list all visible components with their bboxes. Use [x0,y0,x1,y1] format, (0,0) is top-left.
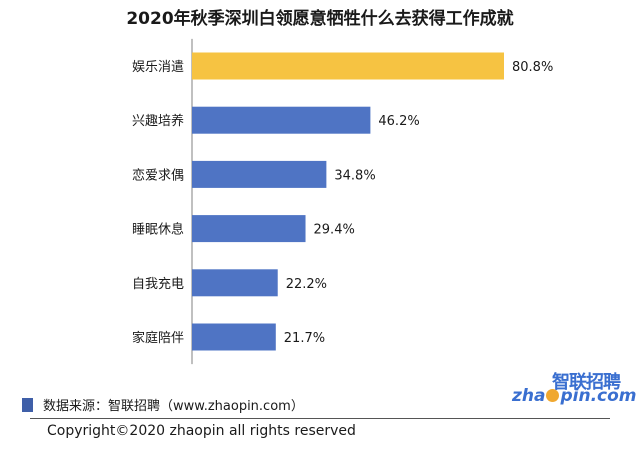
logo-dot-icon [546,389,560,402]
bar [192,160,327,188]
logo-en-suffix: pin.com [560,386,637,406]
category-label: 睡眠休息 [132,222,184,238]
copyright-text: Copyright©2020 zhaopin all rights reserv… [47,423,356,439]
category-label: 自我充电 [132,276,184,292]
data-label: 80.8% [512,60,553,75]
category-label: 家庭陪伴 [132,330,184,346]
bar [192,215,306,243]
chart-title: 2020年秋季深圳白领愿意牺牲什么去获得工作成就 [126,9,514,29]
source-swatch-icon [22,397,33,412]
data-label: 34.8% [334,168,375,183]
zhaopin-logo: 智联招聘 zha pin.com [512,368,637,408]
category-label: 恋爱求偶 [132,167,184,183]
category-label: 兴趣培养 [132,113,184,129]
data-label: 46.2% [378,114,419,129]
logo-chinese: 智联招聘 [552,372,621,393]
footer-divider [30,418,610,419]
bar [192,269,278,297]
bar [192,106,371,134]
logo-english: zha pin.com [512,386,637,406]
source-text: 数据来源：智联招聘（www.zhaopin.com） [43,399,304,414]
data-source: 数据来源：智联招聘（www.zhaopin.com） [22,395,304,414]
logo-en-prefix: zha [512,386,546,406]
bar [192,52,504,80]
bar [192,323,276,351]
data-label: 21.7% [284,331,325,346]
data-label: 29.4% [314,223,355,238]
category-label: 娱乐消遣 [132,60,184,75]
data-label: 22.2% [286,277,327,292]
